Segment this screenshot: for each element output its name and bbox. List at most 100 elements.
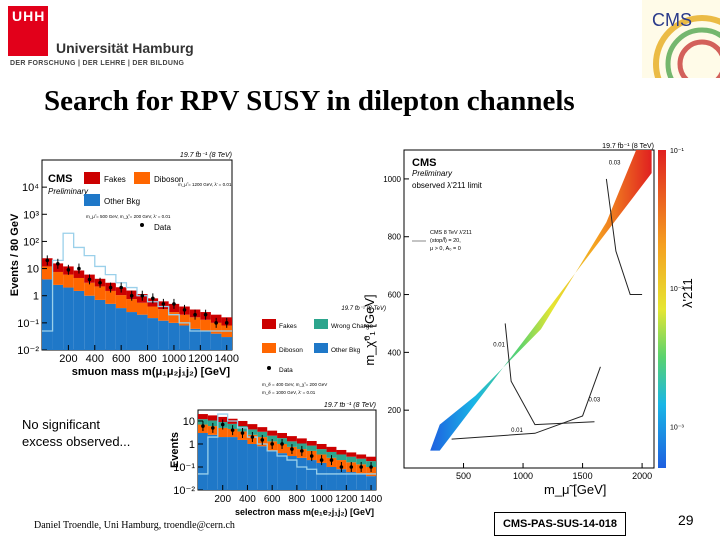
observation-note: No significant excess observed... — [22, 417, 131, 449]
bar-segment — [105, 303, 116, 350]
x-tick-label: 400 — [86, 353, 104, 365]
data-point — [172, 302, 176, 306]
bar-segment — [189, 328, 201, 350]
bar-segment — [306, 440, 317, 446]
university-name: Universität Hamburg — [56, 40, 194, 56]
bar-segment — [207, 415, 218, 421]
legend-marker — [267, 366, 271, 370]
data-point — [270, 442, 274, 446]
bar-segment — [73, 290, 85, 350]
data-point — [214, 321, 218, 325]
bar-segment — [287, 436, 297, 442]
x-axis-label: smuon mass m(μ₁μ₂j₁j₂) [GeV] — [72, 366, 231, 378]
y-tick-label: 10⁴ — [22, 182, 39, 194]
legend-label: Other Bkg — [104, 197, 140, 206]
data-point — [240, 431, 245, 435]
data-point — [151, 296, 155, 301]
data-point — [140, 293, 145, 298]
data-point — [260, 438, 265, 442]
x-tick-label: 1200 — [335, 494, 358, 505]
bar-segment — [306, 445, 317, 451]
bar-segment — [179, 325, 190, 350]
x-tick-label: 200 — [214, 494, 231, 505]
legend-swatch — [84, 194, 100, 206]
bar-segment — [52, 271, 64, 285]
slide-title: Search for RPV SUSY in dilepton channels — [44, 85, 575, 117]
data-point — [369, 465, 373, 469]
contour-label: 0.03 — [609, 160, 621, 166]
y-tick-label: 10⁻² — [17, 345, 39, 357]
bar-segment — [267, 450, 278, 490]
title-box — [408, 154, 498, 186]
bar-segment — [267, 435, 278, 442]
data-point — [182, 308, 187, 312]
data-point — [66, 268, 71, 272]
signal-legend-label: m_μ̃ = 1200 GeV, λ' = 0.01 — [178, 182, 232, 187]
bar-segment — [147, 306, 159, 319]
bar-segment — [168, 322, 180, 350]
bar-segment — [200, 331, 211, 350]
heatmap-region — [430, 150, 652, 451]
legend-label: Fakes — [279, 323, 297, 330]
z-axis-label: λ'211 — [680, 278, 695, 308]
bar-segment — [366, 456, 376, 462]
contour-label: 0.01 — [493, 343, 505, 349]
cms-logo: CMS — [642, 0, 720, 78]
bar-segment — [356, 458, 367, 465]
legend-swatch — [134, 172, 150, 184]
bar-segment — [221, 337, 232, 350]
bar-segment — [137, 302, 148, 315]
data-point — [211, 426, 215, 430]
bar-segment — [277, 453, 287, 490]
y-tick-label: 10⁻¹ — [17, 318, 39, 330]
lumi-label: 19.7 fb⁻¹ (8 TeV) — [324, 402, 376, 409]
data-point — [250, 435, 255, 439]
bar-segment — [147, 318, 159, 350]
legend-label: Data — [279, 367, 293, 374]
y-tick-label: 10 — [183, 416, 195, 428]
smuon-mass-chart: 10⁴ 10³ 10² 10 1 10⁻¹ 10⁻² 200 400 600 800 1000 1200… — [9, 152, 239, 378]
y-tick-label: 1000 — [383, 175, 401, 184]
bar-segment — [237, 439, 248, 490]
legend-label: (stop/l̃) = 20, — [430, 237, 461, 244]
chart-cms-label: CMS — [48, 173, 72, 185]
analysis-reference: CMS-PAS-SUS-14-018 — [494, 512, 626, 536]
y-tick-label: 400 — [388, 348, 402, 357]
plot-frame — [403, 149, 655, 469]
x-tick-label: 1500 — [573, 471, 593, 481]
y-axis-label: m_χ̃⁰₁ [GeV] — [362, 294, 377, 365]
data-point — [201, 424, 205, 428]
data-point — [230, 428, 235, 432]
data-point — [300, 449, 304, 453]
signal-line — [198, 413, 376, 475]
x-tick-label: 400 — [239, 494, 256, 505]
contour-label: 0.03 — [589, 398, 601, 404]
x-axis-label: selectron mass m(e₁e₂j₁j₂) [GeV] — [235, 507, 374, 517]
legend-label: Fakes — [104, 175, 126, 184]
x-tick-label: 800 — [289, 494, 306, 505]
x-tick-label: 600 — [112, 353, 130, 365]
z-tick-label: 10⁻¹ — [670, 148, 684, 155]
bar-segment — [84, 282, 95, 296]
data-point — [290, 447, 294, 451]
bar-segment — [42, 266, 53, 280]
bar-segment — [198, 414, 208, 420]
lumi-label-2: 19.7 fb⁻¹ (8 TeV) — [341, 306, 386, 312]
data-point — [203, 312, 208, 317]
legend-label: Wrong Charge — [331, 323, 374, 330]
bar-segment — [168, 312, 180, 323]
bar-segment — [356, 454, 367, 459]
bar-segment — [158, 320, 169, 350]
legend-swatch — [314, 343, 328, 353]
bar-segment — [257, 431, 268, 438]
signal-line — [42, 232, 232, 332]
university-motto: DER FORSCHUNG | DER LEHRE | DER BILDUNG — [10, 60, 185, 67]
data-point — [319, 458, 324, 462]
data-point — [87, 277, 92, 282]
bar-segment — [210, 333, 222, 350]
bar-segment — [267, 430, 278, 436]
y-tick-label: 10³ — [23, 209, 39, 221]
uhh-logo-mark — [8, 6, 48, 56]
bar-segment — [277, 433, 287, 439]
